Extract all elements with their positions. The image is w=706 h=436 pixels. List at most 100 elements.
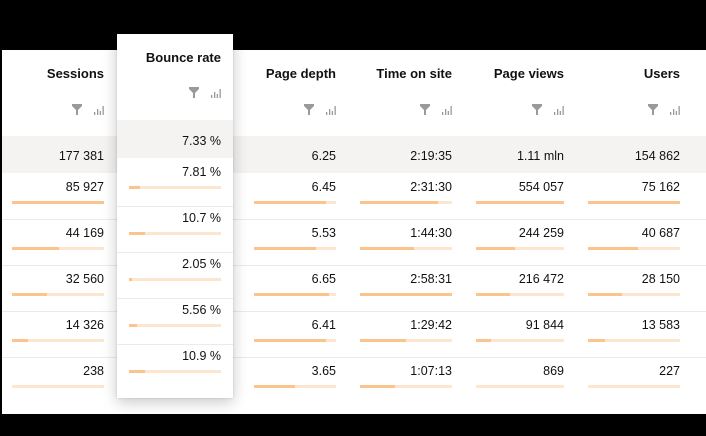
- value-bar: [12, 201, 104, 204]
- value-bar: [588, 339, 680, 342]
- cell-value: 40 687: [641, 226, 680, 240]
- cell-value: 32 560: [65, 272, 104, 286]
- cell-value: 2:58:31: [410, 272, 452, 286]
- cell-value: 2.05 %: [182, 257, 221, 271]
- cell-value: 75 162: [641, 180, 680, 194]
- cell-value: 554 057: [518, 180, 564, 194]
- value-bar-fill: [12, 339, 28, 342]
- cell-value: 3.65: [311, 364, 336, 378]
- bar-chart-icon[interactable]: [554, 105, 564, 115]
- value-bar: [129, 278, 221, 281]
- total-value: 1.11 mln: [516, 149, 564, 163]
- bounce-rate-column-popout: Bounce rate 7.33 % 7.81 % 10.7 % 2.05 % 5.56 …: [117, 34, 233, 398]
- bar-chart-icon[interactable]: [211, 88, 221, 98]
- value-bar-fill: [476, 201, 564, 204]
- value-bar: [588, 247, 680, 250]
- value-bar: [254, 339, 336, 342]
- column-header-tools: [420, 104, 452, 115]
- column-header-tools: [189, 87, 221, 98]
- total-value: 177 381: [58, 149, 104, 163]
- cell-value: 1:29:42: [410, 318, 452, 332]
- row-divider: [2, 219, 706, 220]
- filter-icon[interactable]: [304, 104, 314, 115]
- bar-chart-icon[interactable]: [326, 105, 336, 115]
- filter-icon[interactable]: [420, 104, 430, 115]
- value-bar: [254, 385, 336, 388]
- cell-value: 1:07:13: [410, 364, 452, 378]
- value-bar-fill: [129, 324, 138, 327]
- value-bar: [360, 339, 452, 342]
- value-bar: [588, 385, 680, 388]
- cell-value: 244 259: [518, 226, 564, 240]
- column-users: Users 154 862 75 162 40 687 28 150 13 583 227: [560, 50, 680, 414]
- row-divider: [117, 344, 233, 345]
- value-bar-fill: [254, 339, 327, 342]
- filter-icon[interactable]: [72, 104, 82, 115]
- cell-value: 869: [543, 364, 564, 378]
- column-header-users[interactable]: Users: [643, 66, 680, 81]
- row-divider: [2, 311, 706, 312]
- column-header-page-depth[interactable]: Page depth: [265, 66, 336, 81]
- value-bar: [129, 232, 221, 235]
- cell-value: 10.9 %: [182, 349, 221, 363]
- bar-chart-icon[interactable]: [442, 105, 452, 115]
- value-bar: [476, 201, 564, 204]
- total-value: 6.25: [311, 149, 336, 163]
- column-header-tools: [648, 104, 680, 115]
- bar-chart-icon[interactable]: [94, 105, 104, 115]
- value-bar: [12, 339, 104, 342]
- value-bar-fill: [588, 201, 680, 204]
- value-bar-fill: [254, 293, 329, 296]
- cell-value: 85 927: [65, 180, 104, 194]
- row-divider: [117, 206, 233, 207]
- column-header-page-views[interactable]: Page views: [493, 66, 564, 81]
- cell-value: 216 472: [518, 272, 564, 286]
- value-bar-fill: [360, 247, 415, 250]
- value-bar: [129, 324, 221, 327]
- total-value: 154 862: [634, 149, 680, 163]
- cell-value: 5.56 %: [182, 303, 221, 317]
- filter-icon[interactable]: [648, 104, 658, 115]
- value-bar-fill: [12, 201, 104, 204]
- column-header-bounce-rate[interactable]: Bounce rate: [145, 50, 221, 65]
- value-bar-fill: [476, 247, 515, 250]
- column-header-sessions[interactable]: Sessions: [46, 66, 104, 81]
- cell-value: 91 844: [525, 318, 564, 332]
- bar-chart-icon[interactable]: [670, 105, 680, 115]
- cell-value: 6.45: [311, 180, 336, 194]
- value-bar-fill: [129, 232, 145, 235]
- value-bar: [476, 339, 564, 342]
- row-divider: [2, 357, 706, 358]
- column-header-tools: [532, 104, 564, 115]
- value-bar-fill: [12, 293, 47, 296]
- value-bar-fill: [254, 247, 317, 250]
- value-bar: [12, 385, 104, 388]
- value-bar: [476, 293, 564, 296]
- column-page-depth: Page depth 6.25 6.45 5.53 6.65 6.41 3.65: [216, 50, 336, 414]
- column-header-time-on-site[interactable]: Time on site: [376, 66, 452, 81]
- cell-value: 13 583: [641, 318, 680, 332]
- filter-icon[interactable]: [532, 104, 542, 115]
- cell-value: 6.41: [311, 318, 336, 332]
- value-bar: [254, 293, 336, 296]
- filter-icon[interactable]: [189, 87, 199, 98]
- row-divider: [2, 265, 706, 266]
- column-time-on-site: Time on site 2:19:35 2:31:30 1:44:30 2:58:31…: [332, 50, 452, 414]
- column-sessions: Sessions 177 381 85 927 44 169 32 560 14 326 2…: [0, 50, 104, 414]
- row-divider: [117, 298, 233, 299]
- value-bar-fill: [360, 293, 452, 296]
- cell-value: 28 150: [641, 272, 680, 286]
- value-bar: [12, 247, 104, 250]
- cell-value: 1:44:30: [410, 226, 452, 240]
- cell-value: 238: [83, 364, 104, 378]
- value-bar: [588, 293, 680, 296]
- value-bar-fill: [129, 278, 132, 281]
- value-bar-fill: [588, 293, 623, 296]
- value-bar-fill: [476, 339, 491, 342]
- column-bounce-rate: Bounce rate 7.33 % 7.81 % 10.7 % 2.05 % 5.56 …: [101, 34, 221, 398]
- value-bar-fill: [12, 247, 59, 250]
- value-bar-fill: [360, 385, 395, 388]
- cell-value: 6.65: [311, 272, 336, 286]
- value-bar-fill: [360, 201, 439, 204]
- value-bar: [360, 293, 452, 296]
